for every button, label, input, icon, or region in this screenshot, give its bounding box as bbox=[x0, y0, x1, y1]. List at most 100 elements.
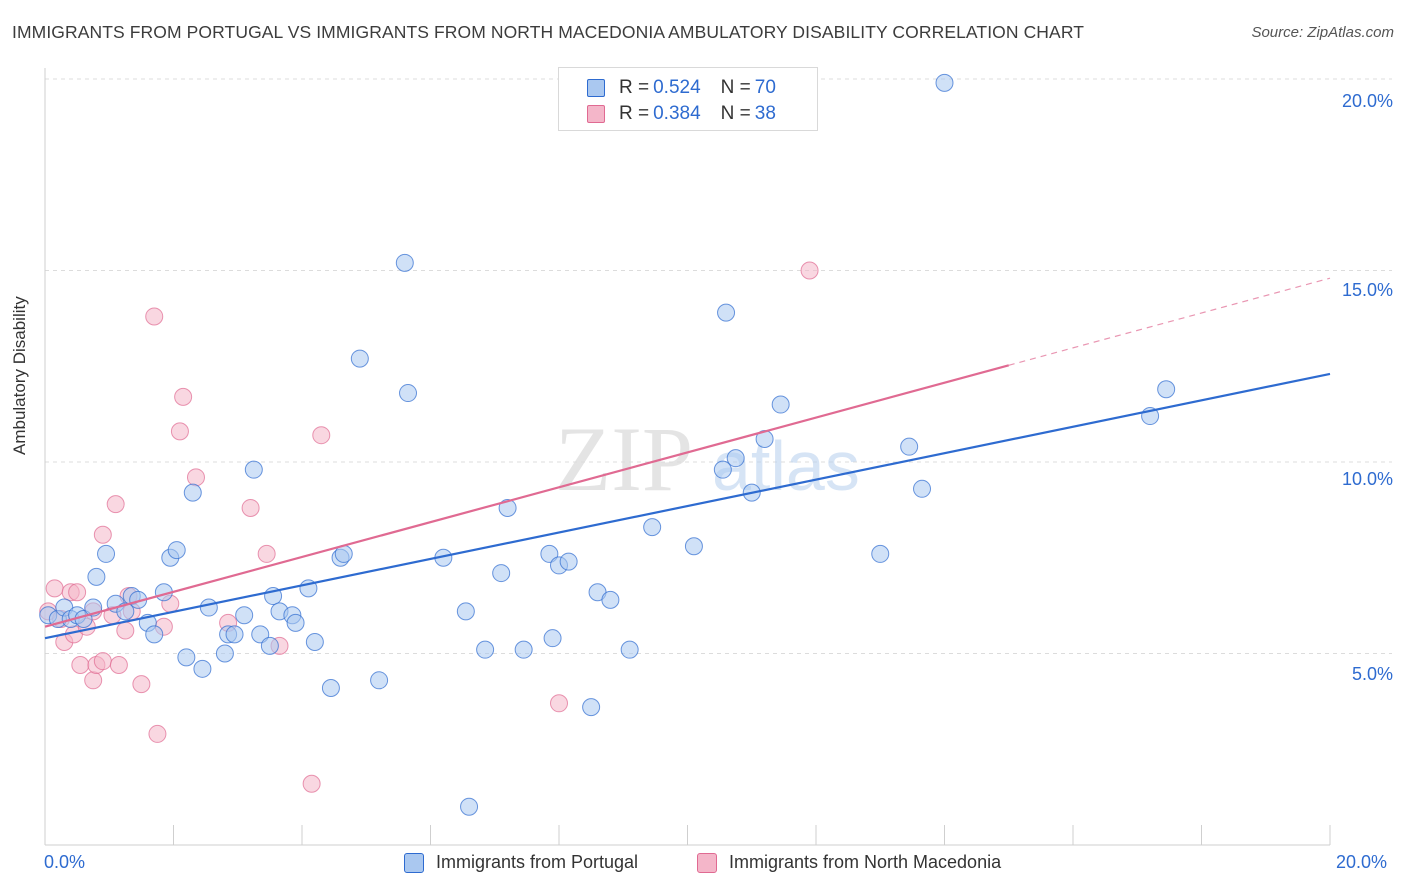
y-tick-label: 15.0% bbox=[1341, 279, 1393, 300]
gridlines bbox=[45, 78, 1392, 654]
x-tick-label-min: 0.0% bbox=[44, 852, 86, 872]
point-north-macedonia bbox=[186, 468, 205, 487]
point-portugal bbox=[460, 797, 479, 816]
point-portugal bbox=[456, 602, 475, 621]
watermark-zip: ZIP bbox=[555, 408, 693, 510]
legend-row-portugal: R = 0.524 N = 70 bbox=[587, 76, 776, 100]
legend-item-portugal: Immigrants from Portugal bbox=[404, 852, 638, 873]
point-portugal bbox=[492, 564, 511, 583]
legend-swatch-north-macedonia bbox=[697, 852, 717, 873]
point-portugal bbox=[260, 636, 279, 655]
point-portugal bbox=[620, 640, 639, 659]
legend-item-north-macedonia: Immigrants from North Macedonia bbox=[697, 852, 1001, 873]
point-north-macedonia bbox=[257, 544, 276, 563]
legend-r-value: 0.384 bbox=[653, 103, 701, 124]
point-portugal bbox=[913, 479, 932, 498]
legend-label-north-macedonia: Immigrants from North Macedonia bbox=[729, 852, 1002, 872]
point-north-macedonia bbox=[45, 579, 64, 598]
point-portugal bbox=[540, 544, 559, 563]
point-north-macedonia bbox=[93, 525, 112, 544]
point-north-macedonia bbox=[93, 652, 112, 671]
point-portugal bbox=[167, 541, 186, 560]
point-north-macedonia bbox=[241, 498, 260, 517]
legend-n-label: N = bbox=[720, 103, 751, 124]
point-portugal bbox=[395, 253, 414, 272]
point-portugal bbox=[321, 678, 340, 697]
point-portugal bbox=[582, 698, 601, 717]
point-portugal bbox=[643, 518, 662, 537]
point-portugal bbox=[97, 544, 116, 563]
point-north-macedonia bbox=[68, 583, 87, 602]
point-portugal bbox=[235, 606, 254, 625]
legend-row-north-macedonia: R = 0.384 N = 38 bbox=[587, 102, 776, 126]
point-north-macedonia bbox=[106, 495, 125, 514]
point-portugal bbox=[305, 633, 324, 652]
point-north-macedonia bbox=[132, 675, 151, 694]
point-north-macedonia bbox=[550, 694, 568, 713]
point-north-macedonia bbox=[302, 774, 321, 793]
point-portugal bbox=[215, 644, 234, 663]
trend-line-north-macedonia bbox=[44, 364, 1010, 628]
trend-line-portugal bbox=[44, 372, 1331, 640]
point-north-macedonia bbox=[116, 621, 135, 640]
chart-title: IMMIGRANTS FROM PORTUGAL VS IMMIGRANTS F… bbox=[12, 22, 1085, 42]
legend-r-value: 0.524 bbox=[653, 77, 701, 98]
point-north-macedonia bbox=[312, 426, 331, 445]
point-portugal bbox=[370, 671, 389, 690]
point-north-macedonia bbox=[174, 387, 193, 406]
point-portugal bbox=[286, 613, 305, 632]
point-portugal bbox=[543, 629, 562, 648]
legend-n-value: 38 bbox=[754, 103, 776, 124]
point-portugal bbox=[87, 567, 106, 586]
y-tick-label: 20.0% bbox=[1341, 91, 1393, 111]
point-north-macedonia bbox=[170, 422, 189, 441]
y-axis-label: Ambulatory Disability bbox=[10, 296, 29, 455]
point-portugal bbox=[514, 640, 533, 659]
series-portugal-points bbox=[39, 73, 1176, 816]
point-portugal bbox=[251, 625, 270, 644]
point-portugal bbox=[476, 640, 495, 659]
point-north-macedonia bbox=[84, 671, 103, 690]
legend-r-label: R = bbox=[619, 103, 650, 124]
legend-swatch-blue bbox=[587, 79, 605, 97]
point-portugal bbox=[771, 395, 790, 414]
point-portugal bbox=[1157, 380, 1176, 399]
point-north-macedonia bbox=[148, 724, 167, 743]
source-note: Source: ZipAtlas.com bbox=[1251, 24, 1394, 41]
point-north-macedonia bbox=[145, 307, 164, 326]
axes bbox=[44, 68, 1331, 846]
y-tick-label: 5.0% bbox=[1351, 663, 1393, 684]
correlation-legend: R = 0.524 N = 70 R = 0.384 N = 38 bbox=[558, 67, 818, 131]
point-portugal bbox=[498, 498, 517, 517]
point-north-macedonia bbox=[800, 261, 819, 280]
legend-r-label: R = bbox=[619, 77, 650, 98]
point-portugal bbox=[900, 437, 919, 456]
source-text: Source: ZipAtlas.com bbox=[1251, 24, 1394, 41]
watermark: ZIP atlas bbox=[555, 408, 860, 510]
point-portugal bbox=[350, 349, 369, 368]
point-portugal bbox=[244, 460, 263, 479]
point-portugal bbox=[193, 659, 212, 678]
point-north-macedonia bbox=[109, 655, 128, 674]
point-portugal bbox=[871, 544, 890, 563]
legend-label-portugal: Immigrants from Portugal bbox=[436, 852, 639, 872]
point-portugal bbox=[399, 384, 418, 403]
point-portugal bbox=[199, 598, 218, 617]
point-north-macedonia bbox=[71, 655, 90, 674]
point-portugal bbox=[145, 625, 164, 644]
point-portugal bbox=[183, 483, 202, 502]
legend-swatch-portugal bbox=[404, 852, 424, 873]
legend-n-value: 70 bbox=[754, 77, 776, 98]
point-portugal bbox=[713, 460, 732, 479]
legend-n-label: N = bbox=[720, 77, 751, 98]
point-portugal bbox=[559, 552, 578, 571]
point-portugal bbox=[726, 449, 745, 468]
point-portugal bbox=[177, 648, 196, 667]
point-portugal bbox=[601, 590, 620, 609]
legend-swatch-pink bbox=[587, 105, 605, 123]
trend-line-north-macedonia-extension bbox=[1008, 277, 1331, 366]
point-portugal bbox=[684, 537, 703, 556]
point-portugal bbox=[717, 303, 736, 322]
y-tick-label: 10.0% bbox=[1341, 469, 1393, 489]
